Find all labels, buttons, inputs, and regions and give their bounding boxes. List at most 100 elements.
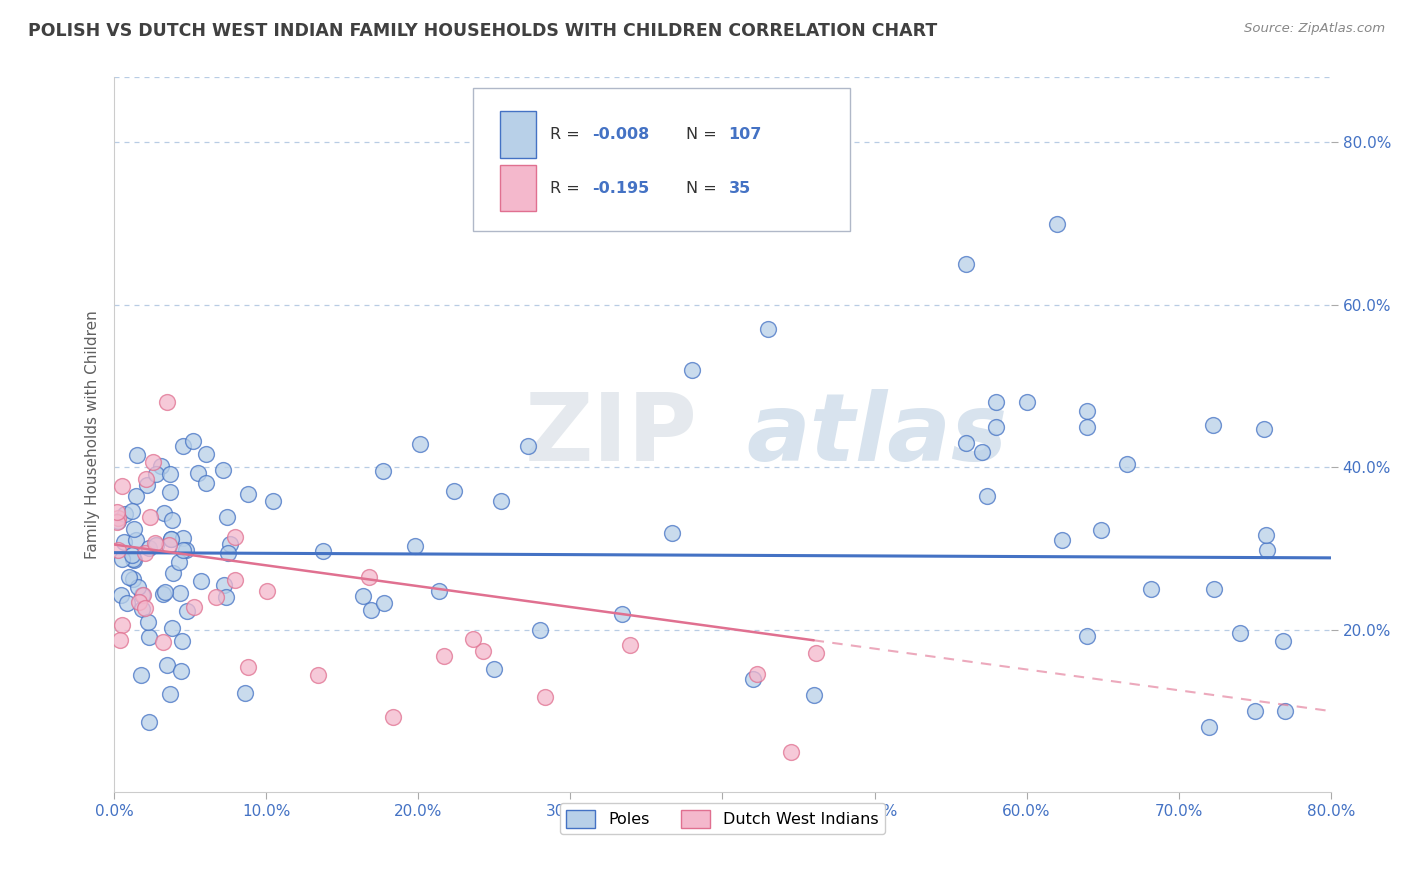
Point — [135, 478, 157, 492]
Point — [461, 632, 484, 647]
Point — [190, 574, 212, 588]
Text: ZIP: ZIP — [526, 389, 699, 481]
Point — [235, 686, 257, 700]
Bar — [499, 165, 536, 211]
Point — [756, 322, 779, 336]
Point — [121, 572, 143, 586]
Point — [153, 506, 176, 520]
Point — [172, 542, 194, 557]
Point — [167, 555, 190, 569]
Point — [986, 395, 1008, 409]
Point — [125, 533, 148, 547]
Point — [112, 535, 135, 549]
Point — [136, 615, 159, 629]
Point — [1046, 217, 1069, 231]
Point — [162, 566, 184, 580]
Point — [238, 659, 260, 673]
Point — [122, 522, 145, 536]
Point — [373, 464, 395, 478]
Point — [108, 633, 131, 648]
Point — [427, 584, 450, 599]
Point — [157, 538, 180, 552]
Point — [138, 631, 160, 645]
Point — [135, 472, 157, 486]
Point — [107, 511, 129, 525]
Point — [162, 621, 184, 635]
Point — [955, 436, 977, 450]
Point — [156, 395, 179, 409]
Text: N =: N = — [686, 128, 721, 142]
Point — [433, 648, 456, 663]
Point — [159, 687, 181, 701]
Point — [215, 509, 238, 524]
Point — [143, 536, 166, 550]
Point — [110, 588, 132, 602]
Point — [150, 458, 173, 473]
Point — [236, 487, 259, 501]
Point — [661, 526, 683, 541]
Text: POLISH VS DUTCH WEST INDIAN FAMILY HOUSEHOLDS WITH CHILDREN CORRELATION CHART: POLISH VS DUTCH WEST INDIAN FAMILY HOUSE… — [28, 22, 938, 40]
Point — [408, 437, 430, 451]
Point — [145, 467, 167, 481]
Point — [127, 448, 149, 462]
Point — [111, 478, 134, 492]
Point — [155, 585, 177, 599]
Point — [122, 551, 145, 566]
Point — [1090, 523, 1112, 537]
Point — [134, 546, 156, 560]
Point — [181, 434, 204, 449]
Text: N =: N = — [686, 181, 721, 195]
Point — [138, 541, 160, 555]
Point — [159, 485, 181, 500]
Point — [976, 489, 998, 503]
Bar — [499, 112, 536, 158]
Point — [312, 543, 335, 558]
Text: atlas: atlas — [747, 389, 1008, 481]
Point — [172, 440, 194, 454]
Point — [404, 539, 426, 553]
Point — [1116, 457, 1139, 471]
Text: R =: R = — [550, 128, 585, 142]
Point — [262, 494, 284, 508]
Point — [1076, 419, 1098, 434]
Point — [111, 552, 134, 566]
Point — [127, 580, 149, 594]
Point — [373, 596, 395, 610]
Point — [174, 542, 197, 557]
Point — [131, 668, 153, 682]
Point — [159, 467, 181, 482]
Point — [121, 504, 143, 518]
Point — [1243, 704, 1265, 718]
Point — [183, 599, 205, 614]
Point — [1202, 418, 1225, 433]
Point — [142, 455, 165, 469]
Point — [219, 537, 242, 551]
Point — [217, 546, 239, 560]
Point — [215, 590, 238, 604]
Point — [745, 666, 768, 681]
Point — [986, 419, 1008, 434]
Point — [152, 587, 174, 601]
Point — [224, 573, 246, 587]
Point — [443, 484, 465, 499]
Point — [187, 466, 209, 480]
Text: Source: ZipAtlas.com: Source: ZipAtlas.com — [1244, 22, 1385, 36]
Point — [619, 638, 641, 652]
FancyBboxPatch shape — [472, 88, 851, 231]
Point — [114, 507, 136, 521]
Point — [955, 257, 977, 271]
Point — [224, 530, 246, 544]
Point — [205, 590, 228, 604]
Point — [1015, 395, 1038, 409]
Legend: Poles, Dutch West Indians: Poles, Dutch West Indians — [560, 803, 884, 834]
Text: -0.195: -0.195 — [592, 181, 650, 195]
Point — [482, 662, 505, 676]
Point — [111, 618, 134, 632]
Point — [160, 532, 183, 546]
Point — [741, 672, 763, 686]
Text: 35: 35 — [728, 181, 751, 195]
Point — [803, 688, 825, 702]
Point — [357, 569, 380, 583]
Point — [145, 538, 167, 552]
Point — [779, 745, 801, 759]
